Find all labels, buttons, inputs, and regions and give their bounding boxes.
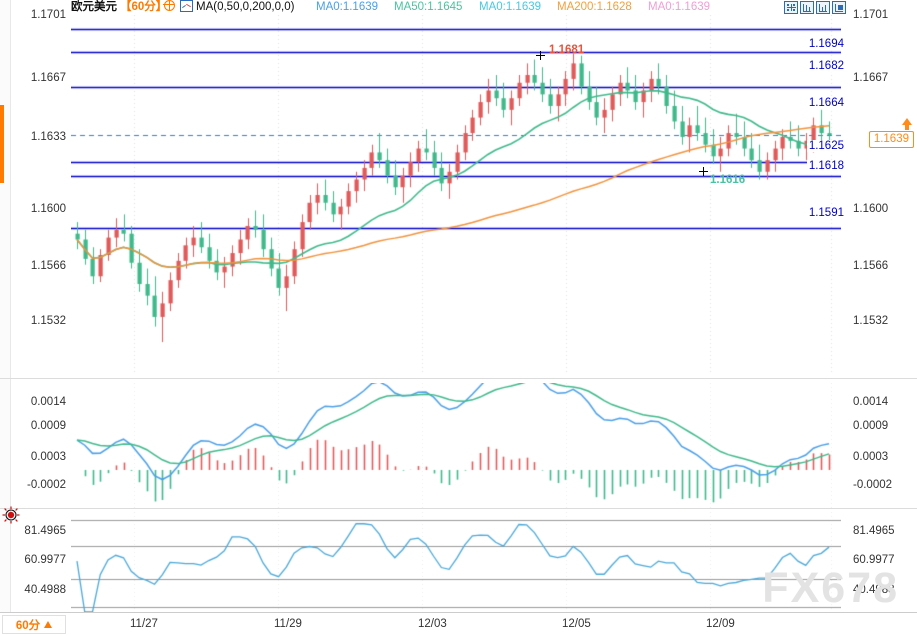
candlestick-icon[interactable] bbox=[180, 0, 193, 16]
ma-value-4: MA0:1.1639 bbox=[648, 1, 711, 13]
level-tag-1.1618: 1.1618 bbox=[806, 160, 846, 172]
macd-chart-panel[interactable] bbox=[71, 383, 841, 508]
high-crosshair-marker bbox=[536, 51, 545, 60]
ma-indicator-title[interactable]: MA(0,50,0,200,0,0) bbox=[196, 1, 295, 13]
macd-axis-right-label-3: -0.0002 bbox=[853, 479, 893, 491]
panel-divider-1 bbox=[0, 378, 917, 379]
period-button-label: 60分 bbox=[15, 619, 41, 632]
ma-value-1: MA50:1.1645 bbox=[394, 1, 463, 13]
ma-value-0: MA0:1.1639 bbox=[316, 1, 379, 13]
level-tag-1.1664: 1.1664 bbox=[806, 97, 846, 109]
level-tag-1.1625: 1.1625 bbox=[806, 140, 846, 152]
high-annotation: 1.1681 bbox=[549, 44, 585, 56]
date-axis: 11/27 11/29 12/03 12/05 12/09 bbox=[0, 612, 917, 636]
price-axis-right-label-4: 1.1532 bbox=[853, 315, 889, 327]
ma-value-2: MA0:1.1639 bbox=[479, 1, 542, 13]
price-axis-left-label-0: 1.1701 bbox=[30, 9, 66, 21]
current-price-marker[interactable]: 1.1639 bbox=[868, 131, 914, 148]
date-label-2: 12/03 bbox=[418, 618, 447, 630]
current-price-arrow-icon bbox=[902, 118, 912, 125]
macd-axis-left-label-0: 0.0014 bbox=[30, 396, 66, 408]
price-axis-left-label-1: 1.1667 bbox=[30, 72, 66, 84]
symbol-name[interactable]: 欧元美元 bbox=[71, 1, 117, 13]
crosshair-move-icon[interactable] bbox=[784, 1, 798, 14]
rsi-chart-panel[interactable] bbox=[71, 512, 841, 612]
price-axis-left-label-3: 1.1600 bbox=[30, 203, 66, 215]
period-selector-button[interactable]: 60分 bbox=[2, 615, 66, 634]
price-axis-right-label-0: 1.1701 bbox=[853, 9, 889, 21]
price-axis-left-label-5: 1.1532 bbox=[30, 315, 66, 327]
expand-right-icon[interactable] bbox=[832, 1, 846, 14]
price-axis-right-label-1: 1.1667 bbox=[853, 72, 889, 84]
macd-axis-right-label-0: 0.0014 bbox=[853, 396, 889, 408]
date-label-4: 12/09 bbox=[706, 618, 735, 630]
date-label-0: 11/27 bbox=[130, 618, 158, 630]
rsi-axis-left-label-0: 81.4965 bbox=[24, 525, 66, 537]
date-label-1: 11/29 bbox=[274, 618, 302, 630]
macd-axis-left-label-2: 0.0003 bbox=[30, 451, 66, 463]
low-annotation: 1.1616 bbox=[710, 174, 746, 186]
rsi-axis-right-label-1: 60.9977 bbox=[853, 554, 895, 566]
chart-header: 欧元美元 【60分】 MA(0,50,0,200,0,0) MA0:1.1639… bbox=[0, 0, 917, 15]
price-axis-right-label-3: 1.1566 bbox=[853, 260, 889, 272]
left-orange-indicator-bar bbox=[0, 105, 4, 183]
low-crosshair-marker bbox=[699, 167, 708, 176]
macd-axis-left-label-3: -0.0002 bbox=[26, 479, 66, 491]
rsi-axis-left-label-1: 60.9977 bbox=[24, 554, 66, 566]
align-left-icon[interactable] bbox=[800, 1, 814, 14]
sun-settings-icon[interactable] bbox=[2, 506, 20, 524]
macd-axis-right-label-2: 0.0003 bbox=[853, 451, 889, 463]
price-axis-right-label-2: 1.1600 bbox=[853, 203, 889, 215]
triangle-up-icon bbox=[44, 621, 53, 628]
align-right-icon[interactable] bbox=[816, 1, 830, 14]
rsi-axis-right-label-2: 40.4988 bbox=[853, 584, 895, 596]
panel-divider-2 bbox=[0, 508, 917, 509]
crosshair-circle-icon[interactable] bbox=[163, 0, 175, 15]
current-price-arrow-stem bbox=[905, 125, 909, 130]
macd-axis-right-label-1: 0.0009 bbox=[853, 420, 889, 432]
price-axis-left-label-4: 1.1566 bbox=[30, 260, 66, 272]
price-chart-panel[interactable] bbox=[71, 15, 841, 375]
macd-axis-left-label-1: 0.0009 bbox=[30, 420, 66, 432]
period-label[interactable]: 【60分】 bbox=[120, 1, 168, 13]
rsi-axis-right-label-0: 81.4965 bbox=[853, 525, 895, 537]
level-tag-1.1591: 1.1591 bbox=[806, 207, 846, 219]
left-rail bbox=[0, 0, 11, 612]
chart-toolbar bbox=[784, 1, 846, 14]
level-tag-1.1682: 1.1682 bbox=[806, 60, 846, 72]
price-axis-left-label-2: 1.1633 bbox=[30, 131, 66, 143]
rsi-axis-left-label-2: 40.4988 bbox=[24, 584, 66, 596]
level-tag-1.1694: 1.1694 bbox=[806, 38, 846, 50]
date-label-3: 12/05 bbox=[562, 618, 591, 630]
ma-value-3: MA200:1.1628 bbox=[557, 1, 632, 13]
